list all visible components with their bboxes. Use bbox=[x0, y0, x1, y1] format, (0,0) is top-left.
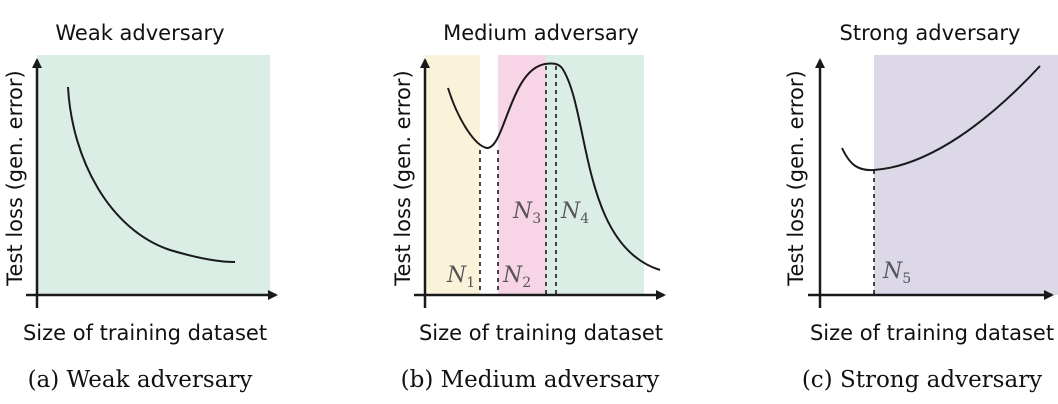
loss-curve bbox=[447, 62, 661, 271]
panel-title: Weak adversary bbox=[55, 21, 224, 45]
x-axis-label: Size of training dataset bbox=[23, 321, 267, 345]
strong-region bbox=[874, 55, 1058, 295]
region-2 bbox=[498, 55, 546, 295]
panel-title: Strong adversary bbox=[840, 21, 1021, 45]
y-axis-label: Test loss (gen. error) bbox=[3, 70, 27, 286]
loss-curve bbox=[841, 65, 1041, 172]
caption: (c) Strong adversary bbox=[802, 367, 1042, 393]
panel-medium: Medium adversary Test loss (gen. error) … bbox=[391, 21, 666, 393]
panel-title: Medium adversary bbox=[443, 21, 639, 45]
region-1 bbox=[425, 55, 480, 295]
x-axis-label: Size of training dataset bbox=[810, 321, 1054, 345]
loss-curve bbox=[67, 86, 236, 263]
caption: (a) Weak adversary bbox=[28, 367, 253, 393]
marker-label-n2: N2 bbox=[502, 263, 531, 291]
y-axis-label: Test loss (gen. error) bbox=[391, 70, 415, 286]
marker-label-n3: N3 bbox=[512, 199, 541, 227]
marker-label-n5: N5 bbox=[882, 259, 911, 287]
caption: (b) Medium adversary bbox=[401, 367, 660, 393]
region-3 bbox=[546, 55, 644, 295]
marker-label-n4: N4 bbox=[560, 199, 589, 227]
marker-label-n1: N1 bbox=[446, 263, 475, 291]
panel-strong: Strong adversary Test loss (gen. error) … bbox=[784, 21, 1058, 393]
x-axis-label: Size of training dataset bbox=[419, 321, 663, 345]
panel-weak: Weak adversary Test loss (gen. error) Si… bbox=[3, 21, 278, 393]
weak-region bbox=[37, 55, 270, 295]
y-axis-label: Test loss (gen. error) bbox=[784, 70, 808, 286]
